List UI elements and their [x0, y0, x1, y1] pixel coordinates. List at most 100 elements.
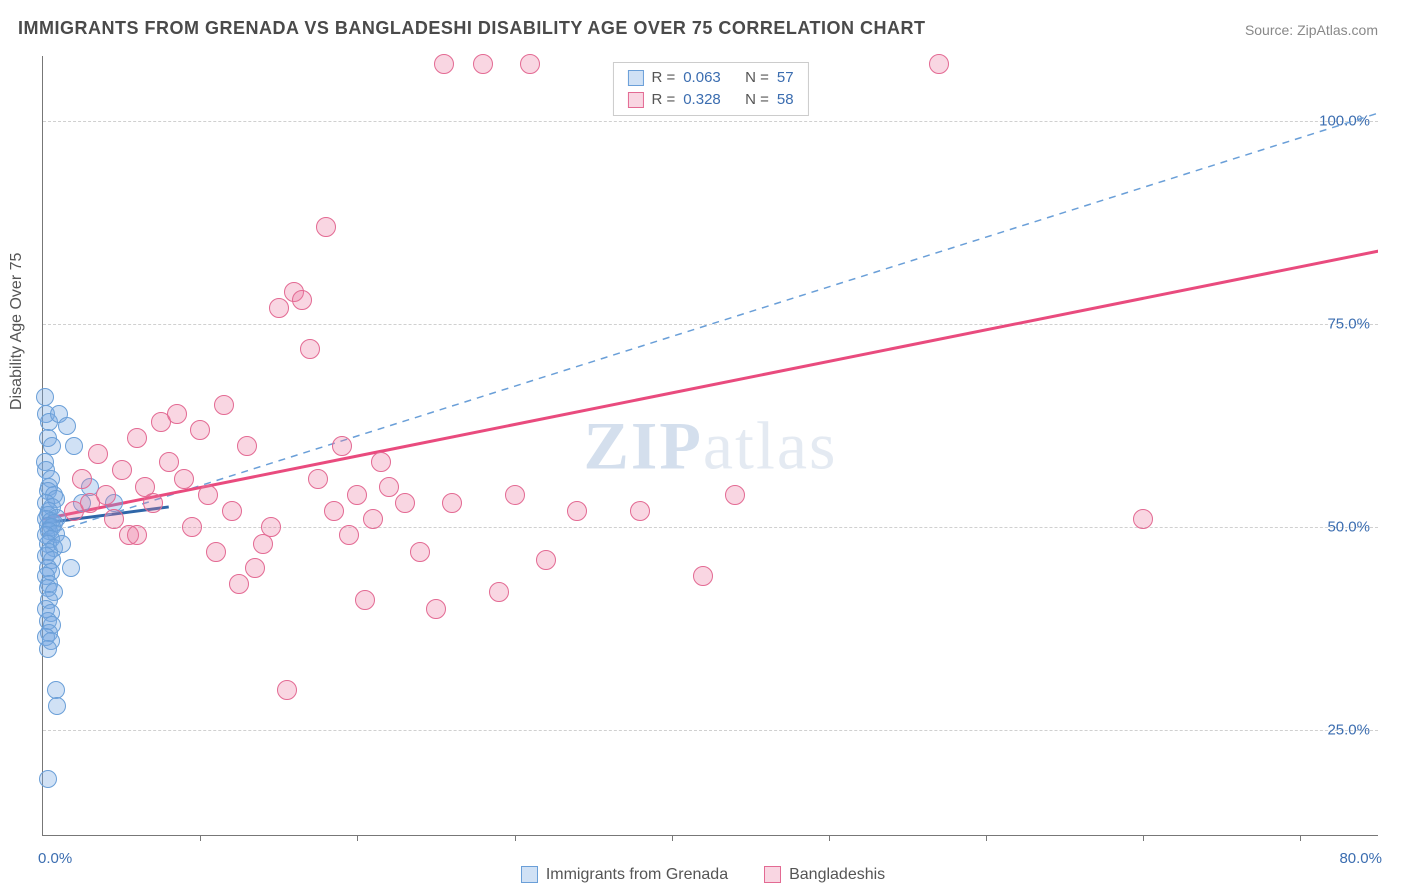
- watermark-zip: ZIP: [584, 407, 703, 483]
- source-label: Source: ZipAtlas.com: [1245, 22, 1378, 38]
- data-point: [167, 404, 187, 424]
- gridline-h: [43, 121, 1378, 122]
- data-point: [693, 566, 713, 586]
- data-point: [520, 54, 540, 74]
- data-point: [214, 395, 234, 415]
- data-point: [58, 417, 76, 435]
- legend-r-label: R =: [651, 89, 675, 111]
- data-point: [88, 444, 108, 464]
- data-point: [379, 477, 399, 497]
- data-point: [65, 437, 83, 455]
- legend-label: Immigrants from Grenada: [546, 866, 728, 884]
- data-point: [39, 640, 57, 658]
- data-point: [104, 509, 124, 529]
- data-point: [489, 582, 509, 602]
- data-point: [426, 599, 446, 619]
- legend-swatch: [521, 866, 538, 883]
- y-grid-label: 75.0%: [1327, 316, 1370, 333]
- data-point: [237, 436, 257, 456]
- data-point: [43, 437, 61, 455]
- trend-line: [43, 251, 1378, 519]
- data-point: [536, 550, 556, 570]
- data-point: [567, 501, 587, 521]
- data-point: [410, 542, 430, 562]
- plot-area: ZIPatlas 25.0%50.0%75.0%100.0%R =0.063 N…: [42, 56, 1378, 836]
- data-point: [174, 469, 194, 489]
- y-grid-label: 100.0%: [1319, 113, 1370, 130]
- data-point: [190, 420, 210, 440]
- data-point: [96, 485, 116, 505]
- data-point: [277, 680, 297, 700]
- data-point: [332, 436, 352, 456]
- legend-label: Bangladeshis: [789, 866, 885, 884]
- data-point: [127, 428, 147, 448]
- data-point: [198, 485, 218, 505]
- data-point: [229, 574, 249, 594]
- data-point: [245, 558, 265, 578]
- data-point: [308, 469, 328, 489]
- y-grid-label: 25.0%: [1327, 722, 1370, 739]
- legend-swatch: [627, 70, 643, 86]
- x-tick: [200, 835, 201, 841]
- legend-swatch: [764, 866, 781, 883]
- data-point: [434, 54, 454, 74]
- x-tick: [515, 835, 516, 841]
- data-point: [1133, 509, 1153, 529]
- legend-r-label: R =: [651, 67, 675, 89]
- data-point: [929, 54, 949, 74]
- data-point: [630, 501, 650, 521]
- data-point: [355, 590, 375, 610]
- data-point: [442, 493, 462, 513]
- legend-r-value: 0.328: [683, 89, 721, 111]
- data-point: [127, 525, 147, 545]
- legend-stats: R =0.063 N =57R =0.328 N =58: [612, 62, 808, 116]
- gridline-h: [43, 527, 1378, 528]
- data-point: [363, 509, 383, 529]
- data-point: [206, 542, 226, 562]
- data-point: [339, 525, 359, 545]
- legend-n-label: N =: [745, 67, 769, 89]
- data-point: [261, 517, 281, 537]
- data-point: [72, 469, 92, 489]
- data-point: [473, 54, 493, 74]
- watermark: ZIPatlas: [584, 406, 838, 485]
- x-tick: [1300, 835, 1301, 841]
- x-tick: [672, 835, 673, 841]
- data-point: [222, 501, 242, 521]
- y-grid-label: 50.0%: [1327, 519, 1370, 536]
- x-tick: [1143, 835, 1144, 841]
- x-axis-max-label: 80.0%: [1339, 850, 1382, 867]
- data-point: [316, 217, 336, 237]
- legend-item: Bangladeshis: [764, 866, 885, 884]
- data-point: [371, 452, 391, 472]
- gridline-h: [43, 324, 1378, 325]
- legend-item: Immigrants from Grenada: [521, 866, 728, 884]
- chart-container: IMMIGRANTS FROM GRENADA VS BANGLADESHI D…: [0, 0, 1406, 892]
- legend-swatch: [627, 92, 643, 108]
- data-point: [395, 493, 415, 513]
- data-point: [39, 770, 57, 788]
- data-point: [324, 501, 344, 521]
- data-point: [347, 485, 367, 505]
- legend-n-value: 58: [777, 89, 794, 111]
- data-point: [725, 485, 745, 505]
- legend-stats-row: R =0.063 N =57: [627, 67, 793, 89]
- data-point: [48, 697, 66, 715]
- x-tick: [829, 835, 830, 841]
- x-tick: [986, 835, 987, 841]
- legend-bottom: Immigrants from Grenada Bangladeshis: [0, 866, 1406, 889]
- legend-n-value: 57: [777, 67, 794, 89]
- legend-n-label: N =: [745, 89, 769, 111]
- data-point: [143, 493, 163, 513]
- data-point: [62, 559, 80, 577]
- data-point: [182, 517, 202, 537]
- x-axis-min-label: 0.0%: [38, 850, 72, 867]
- gridline-h: [43, 730, 1378, 731]
- data-point: [505, 485, 525, 505]
- data-point: [292, 290, 312, 310]
- x-tick: [357, 835, 358, 841]
- data-point: [269, 298, 289, 318]
- data-point: [112, 460, 132, 480]
- watermark-atlas: atlas: [703, 407, 838, 483]
- chart-title: IMMIGRANTS FROM GRENADA VS BANGLADESHI D…: [18, 18, 926, 39]
